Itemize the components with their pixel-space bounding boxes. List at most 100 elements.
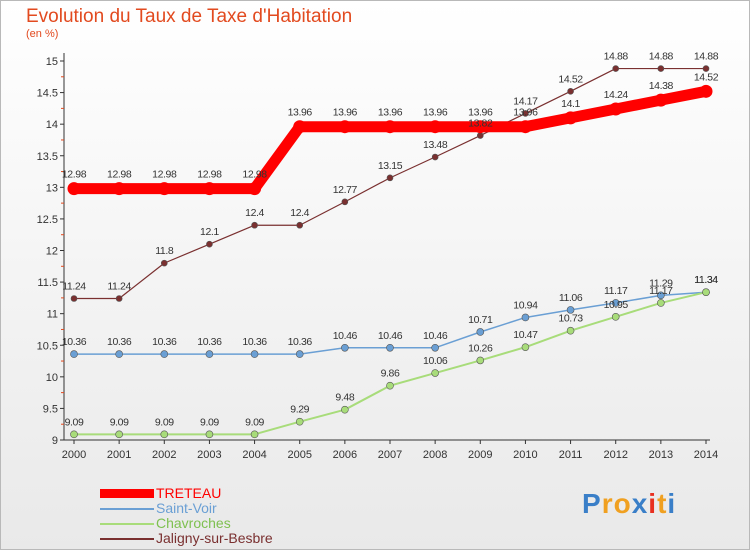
data-label: 9.48 <box>335 392 354 404</box>
y-tick-label: 12.5 <box>37 214 58 226</box>
y-tick-label: 14 <box>46 119 58 131</box>
data-label: 11.17 <box>649 285 673 297</box>
data-label: 10.36 <box>242 336 267 348</box>
x-tick-label: 2009 <box>468 449 492 461</box>
data-label: 10.94 <box>513 299 538 311</box>
x-tick-label: 2003 <box>197 449 221 461</box>
data-point <box>428 120 442 134</box>
data-label: 10.71 <box>468 314 493 326</box>
data-label: 14.52 <box>694 71 719 83</box>
data-point <box>386 174 394 182</box>
x-tick-label: 2013 <box>649 449 673 461</box>
logo-letter: r <box>601 488 614 519</box>
data-label: 12.98 <box>152 169 177 181</box>
data-point <box>160 259 168 267</box>
data-label: 11.06 <box>559 292 583 304</box>
x-tick-label: 2000 <box>62 449 86 461</box>
data-point <box>476 328 485 336</box>
x-tick-label: 2008 <box>423 449 447 461</box>
x-tick-label: 2010 <box>513 449 537 461</box>
data-label: 9.86 <box>381 368 400 380</box>
data-label: 10.46 <box>423 330 448 342</box>
logo-letter: i <box>648 488 658 519</box>
data-point <box>566 326 575 335</box>
data-point <box>205 350 214 358</box>
data-label: 9.09 <box>110 416 129 428</box>
data-point <box>295 417 304 426</box>
y-tick-label: 10.5 <box>37 340 58 352</box>
data-point <box>609 102 623 116</box>
data-label: 14.88 <box>604 51 629 63</box>
data-point <box>251 221 258 229</box>
data-point <box>112 182 126 196</box>
data-label: 13.96 <box>378 107 403 119</box>
data-label: 11.34 <box>694 274 718 286</box>
data-point <box>115 430 123 439</box>
data-point <box>431 343 439 352</box>
series-points <box>67 65 713 439</box>
data-point <box>473 120 487 134</box>
data-label: 12.98 <box>107 169 132 181</box>
data-label: 9.09 <box>200 416 219 428</box>
data-point <box>338 120 352 134</box>
data-point <box>564 111 578 125</box>
logo-letter: t <box>657 488 668 519</box>
data-point <box>611 299 620 307</box>
legend-swatch <box>100 523 154 525</box>
data-label: 14.24 <box>604 89 629 101</box>
data-label: 10.36 <box>107 336 132 348</box>
data-point <box>612 65 620 72</box>
data-label: 11.29 <box>649 277 673 289</box>
chart-title: Evolution du Taux de Taxe d'Habitation <box>26 6 353 27</box>
data-point <box>566 306 575 314</box>
data-label: 11.24 <box>62 281 86 293</box>
data-point <box>657 299 665 307</box>
data-label: 13.15 <box>378 160 403 172</box>
y-tick-label: 11.5 <box>37 277 58 289</box>
data-label: 12.1 <box>200 226 219 238</box>
y-tick-label: 10 <box>46 372 58 384</box>
logo-letter: o <box>613 488 632 519</box>
data-point <box>250 350 259 358</box>
logo-letter: x <box>631 488 649 519</box>
data-point <box>70 430 78 439</box>
data-label: 10.47 <box>513 329 538 341</box>
data-label: 14.88 <box>694 51 719 63</box>
legend-label: TRETEAU <box>156 485 222 501</box>
y-tick-label: 9.5 <box>43 403 58 415</box>
data-point <box>522 110 529 117</box>
data-label: 10.26 <box>468 342 493 354</box>
x-tick-label: 2014 <box>694 449 718 461</box>
data-label: 12.98 <box>62 169 87 181</box>
data-label: 12.98 <box>242 169 267 181</box>
legend-label: Chavroches <box>156 515 231 531</box>
x-tick-label: 2004 <box>242 449 266 461</box>
legend-swatch <box>100 489 154 498</box>
data-label: 10.36 <box>152 336 177 348</box>
data-label: 10.46 <box>333 330 358 342</box>
data-point <box>293 120 307 134</box>
data-label: 12.98 <box>197 169 222 181</box>
y-tick-label: 11 <box>47 309 58 321</box>
x-tick-label: 2006 <box>333 449 357 461</box>
data-point <box>341 343 349 352</box>
data-label: 14.88 <box>649 51 674 63</box>
data-point <box>202 182 216 196</box>
data-label: 14.38 <box>649 80 674 92</box>
data-label: 13.96 <box>468 107 493 119</box>
data-point <box>518 120 532 134</box>
legend-swatch <box>100 538 154 540</box>
data-point <box>654 93 668 107</box>
data-label: 13.96 <box>333 107 358 119</box>
data-point <box>295 350 304 358</box>
data-point <box>115 295 123 302</box>
x-tick-label: 2011 <box>559 449 583 461</box>
data-point <box>341 405 349 414</box>
data-label: 11.8 <box>155 245 174 257</box>
series-labels: 12.98 12.98 12.98 12.98 12.98 13.96 13.96 13.96… <box>62 51 719 429</box>
x-tick-label: 2007 <box>378 449 402 461</box>
data-label: 12.77 <box>333 184 358 196</box>
x-tick-label: 2012 <box>603 449 627 461</box>
data-point <box>160 430 169 439</box>
